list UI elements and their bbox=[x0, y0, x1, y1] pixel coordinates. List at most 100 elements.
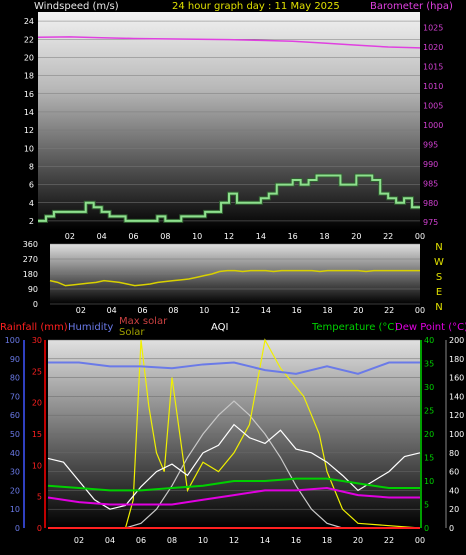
x-tick-label: 18 bbox=[322, 536, 332, 545]
temp-tick-label: 5 bbox=[424, 501, 429, 510]
direction-tick-label: 360 bbox=[23, 240, 38, 249]
x-tick-label: 14 bbox=[256, 232, 266, 241]
x-tick-label: 02 bbox=[74, 536, 84, 545]
wind-baro-panel: 2468101214161820222497598098599099510001… bbox=[24, 17, 444, 241]
max-solar-line bbox=[48, 400, 420, 529]
baro-tick-label: 975 bbox=[423, 218, 438, 227]
solar-tick-label: 200 bbox=[449, 336, 464, 345]
temperature-line bbox=[47, 477, 420, 492]
humidity-tick-label: 70 bbox=[10, 392, 20, 401]
solar-tick-label: 0 bbox=[449, 524, 454, 533]
multi-panel: 0102030405060708090100051015202530051015… bbox=[5, 336, 465, 545]
x-tick-label: 04 bbox=[105, 536, 115, 545]
humidity-tick-label: 40 bbox=[10, 449, 20, 458]
x-tick-label: 06 bbox=[136, 536, 146, 545]
chart-title: 24 hour graph day : 11 May 2025 bbox=[172, 1, 340, 12]
compass-label: W bbox=[434, 257, 444, 268]
windspeed-axis-title: Windspeed (m/s) bbox=[34, 1, 119, 12]
x-tick-label: 08 bbox=[167, 536, 177, 545]
wind-tick-label: 12 bbox=[24, 126, 34, 135]
wind-tick-label: 10 bbox=[24, 144, 34, 153]
humidity-tick-label: 10 bbox=[10, 505, 20, 514]
wind-tick-label: 8 bbox=[29, 162, 34, 171]
x-tick-label: 20 bbox=[353, 536, 363, 545]
direction-line bbox=[49, 269, 420, 287]
solar-tick-label: 40 bbox=[449, 486, 459, 495]
compass-label: E bbox=[436, 287, 442, 298]
solar-tick-label: 120 bbox=[449, 411, 464, 420]
humidity-tick-label: 90 bbox=[10, 355, 20, 364]
x-tick-label: 16 bbox=[288, 232, 298, 241]
x-tick-label: 06 bbox=[128, 232, 138, 241]
x-tick-label: 22 bbox=[384, 306, 394, 315]
x-tick-label: 10 bbox=[199, 306, 209, 315]
solar-tick-label: 80 bbox=[449, 449, 459, 458]
aqi-axis-title: AQI bbox=[211, 322, 229, 333]
x-tick-label: 22 bbox=[383, 232, 393, 241]
rainfall-axis-title: Rainfall (mm) bbox=[0, 322, 68, 333]
x-tick-label: 00 bbox=[415, 536, 425, 545]
x-tick-label: 14 bbox=[260, 536, 270, 545]
direction-tick-label: 0 bbox=[33, 300, 38, 309]
x-tick-label: 14 bbox=[261, 306, 271, 315]
x-tick-label: 12 bbox=[229, 536, 239, 545]
baro-tick-label: 990 bbox=[423, 160, 438, 169]
humidity-tick-label: 60 bbox=[10, 411, 20, 420]
solar-tick-label: 60 bbox=[449, 468, 459, 477]
solar-axis-title: Solar bbox=[119, 327, 145, 338]
humidity-tick-label: 100 bbox=[5, 336, 20, 345]
x-tick-label: 00 bbox=[415, 306, 425, 315]
dewpoint-axis-title: Dew Point (°C) bbox=[395, 322, 466, 333]
humidity-axis-title: Humidity bbox=[68, 322, 113, 333]
temp-tick-label: 40 bbox=[424, 336, 434, 345]
wind-tick-label: 16 bbox=[24, 90, 34, 99]
maxsolar-axis-title: Max solar bbox=[119, 316, 168, 327]
baro-tick-label: 1010 bbox=[423, 82, 443, 91]
x-tick-label: 22 bbox=[384, 536, 394, 545]
x-tick-label: 08 bbox=[160, 232, 170, 241]
direction-tick-label: 180 bbox=[23, 270, 38, 279]
wind-tick-label: 2 bbox=[29, 217, 34, 226]
x-tick-label: 12 bbox=[230, 306, 240, 315]
wind-tick-label: 24 bbox=[24, 17, 34, 26]
rain-tick-label: 30 bbox=[32, 336, 42, 345]
wind-tick-label: 4 bbox=[29, 199, 34, 208]
baro-tick-label: 1025 bbox=[423, 24, 443, 33]
baro-tick-label: 1005 bbox=[423, 101, 443, 110]
x-tick-label: 00 bbox=[415, 232, 425, 241]
x-tick-label: 20 bbox=[353, 306, 363, 315]
dewpoint-line bbox=[47, 487, 420, 506]
x-tick-label: 06 bbox=[137, 306, 147, 315]
x-tick-label: 16 bbox=[291, 536, 301, 545]
windspeed-line bbox=[38, 174, 420, 222]
x-tick-label: 16 bbox=[292, 306, 302, 315]
direction-tick-label: 270 bbox=[23, 255, 38, 264]
x-tick-label: 12 bbox=[224, 232, 234, 241]
baro-tick-label: 1015 bbox=[423, 63, 443, 72]
temp-tick-label: 35 bbox=[424, 360, 434, 369]
compass-label: N bbox=[435, 302, 442, 313]
x-tick-label: 08 bbox=[168, 306, 178, 315]
wind-tick-label: 20 bbox=[24, 53, 34, 62]
x-tick-label: 10 bbox=[198, 536, 208, 545]
baro-tick-label: 980 bbox=[423, 199, 438, 208]
x-tick-label: 20 bbox=[351, 232, 361, 241]
temp-tick-label: 15 bbox=[424, 454, 434, 463]
solar-tick-label: 20 bbox=[449, 505, 459, 514]
x-tick-label: 10 bbox=[192, 232, 202, 241]
temperature-axis-title: Temperature (°C) bbox=[311, 322, 398, 333]
x-tick-label: 02 bbox=[65, 232, 75, 241]
solar-tick-label: 160 bbox=[449, 374, 464, 383]
humidity-tick-label: 80 bbox=[10, 374, 20, 383]
temp-tick-label: 30 bbox=[424, 383, 434, 392]
temp-tick-label: 10 bbox=[424, 477, 434, 486]
wind-tick-label: 18 bbox=[24, 72, 34, 81]
compass-label: N bbox=[435, 242, 442, 253]
humidity-tick-label: 50 bbox=[10, 430, 20, 439]
baro-tick-label: 985 bbox=[423, 179, 438, 188]
humidity-tick-label: 30 bbox=[10, 468, 20, 477]
solar-tick-label: 180 bbox=[449, 355, 464, 364]
humidity-line bbox=[48, 361, 420, 375]
